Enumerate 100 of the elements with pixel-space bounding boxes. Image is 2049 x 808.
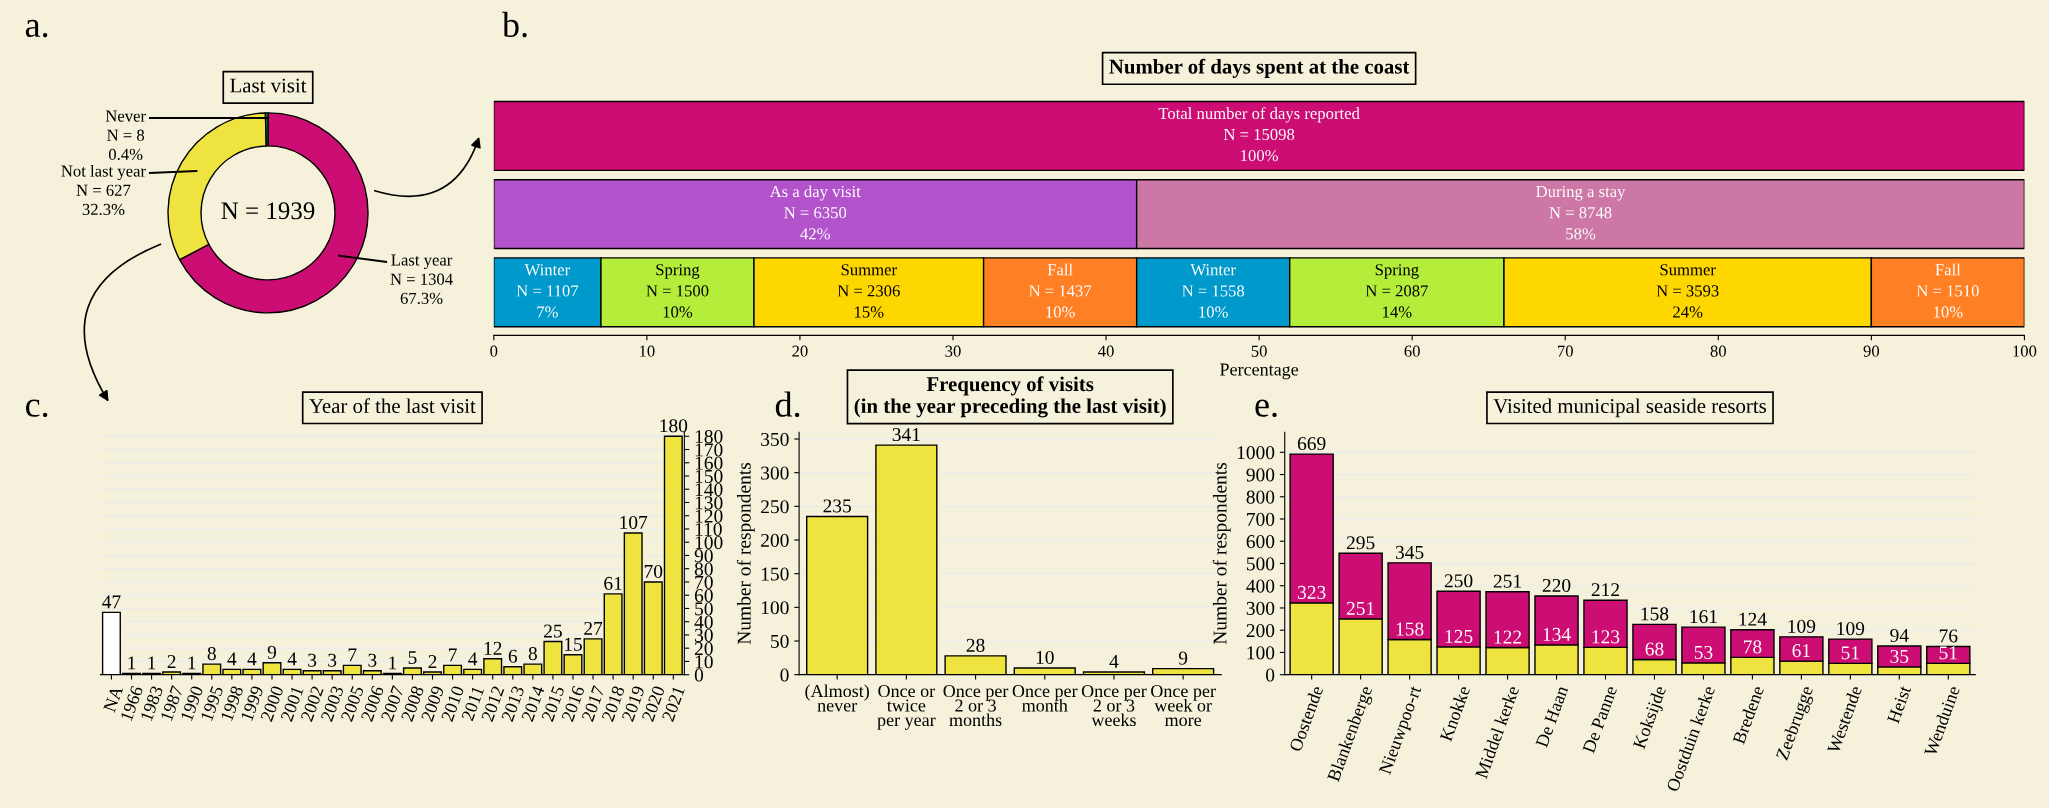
data-label: 4 — [227, 652, 237, 666]
data-label: 4 — [468, 652, 478, 666]
annotation: N = 1437 — [1029, 285, 1092, 297]
y2-tick-label: 170 — [695, 443, 723, 457]
x-tick-label: 60 — [1404, 345, 1420, 357]
data-label: 158 — [1641, 607, 1669, 621]
data-label: 251 — [1346, 601, 1375, 615]
x-tick-label: 80 — [1710, 345, 1726, 357]
y-tick-label: 50 — [771, 634, 789, 648]
data-label: 323 — [1298, 585, 1326, 599]
y-tick-label: 100 — [1247, 646, 1275, 660]
data-label: 1 — [148, 656, 156, 670]
data-label: 3 — [308, 653, 317, 667]
annotation: N = 3593 — [1656, 285, 1719, 297]
data-label: 220 — [1542, 578, 1571, 593]
data-label: 28 — [966, 638, 985, 652]
data-label: 94 — [1890, 628, 1909, 643]
data-label: 122 — [1494, 630, 1522, 644]
x-tick-label: 2000 — [260, 685, 284, 722]
x-tick-label: Once per month — [1012, 684, 1078, 712]
annotation: N = 1107 — [516, 285, 579, 297]
x-tick-label: Knokke — [1439, 684, 1471, 742]
x-tick-label: Once per week or more — [1151, 684, 1216, 727]
annotation: N = 8748 — [1549, 207, 1612, 219]
chart-title: Visited municipal seaside resorts — [1493, 398, 1767, 418]
y2-tick-label: 40 — [694, 615, 713, 629]
chart-title: Year of the last visit — [309, 398, 476, 414]
annotation: N = 15098 — [1223, 128, 1295, 141]
data-label: 10 — [1036, 650, 1054, 664]
data-label: 27 — [584, 621, 603, 635]
series-label: Total number of days reported — [1158, 107, 1360, 123]
y-axis-title: Number of respondents — [736, 462, 755, 645]
y-tick-label: 900 — [1246, 468, 1275, 482]
annotation: N = 1510 — [1916, 285, 1979, 297]
data-label: 42% — [800, 228, 830, 240]
x-tick-label: 40 — [1098, 345, 1114, 357]
chart-title: Number of days spent at the coast — [1109, 58, 1410, 78]
annotation: N = 2306 — [837, 285, 900, 297]
x-tick-label: 0 — [490, 345, 498, 357]
data-label: 123 — [1592, 630, 1620, 644]
data-label: 47 — [102, 595, 121, 609]
series-label: Winter — [524, 264, 571, 276]
data-label: 10% — [1046, 306, 1075, 318]
y2-tick-label: 50 — [695, 602, 713, 616]
y2-tick-label: 140 — [695, 483, 723, 497]
data-label: 3 — [368, 653, 377, 667]
y2-tick-label: 100 — [695, 536, 723, 550]
data-label: 25 — [544, 624, 562, 638]
data-label: 7 — [348, 648, 357, 662]
data-label: 10% — [1199, 306, 1228, 318]
data-label: 1 — [128, 656, 136, 670]
annotation: N = 1500 — [646, 285, 709, 297]
series-label: Spring — [656, 264, 700, 279]
x-tick-label: Heist — [1887, 684, 1912, 725]
y-tick-label: 600 — [1246, 535, 1275, 549]
y-tick-label: 500 — [1246, 557, 1275, 571]
x-tick-label: De Panne — [1582, 685, 1618, 754]
data-label: 124 — [1739, 612, 1767, 626]
data-label: 4 — [247, 652, 257, 666]
x-tick-label: 10 — [640, 345, 655, 357]
y-tick-label: 350 — [761, 432, 789, 446]
data-label: 2 — [167, 655, 176, 668]
data-label: 5 — [408, 651, 417, 665]
y2-tick-label: 120 — [695, 509, 723, 523]
data-label: 14% — [1383, 306, 1412, 318]
text: N = 1939 — [221, 202, 315, 220]
x-tick-label: Once or twice per year — [877, 684, 936, 730]
data-label: 109 — [1788, 619, 1816, 633]
data-label: 24% — [1673, 306, 1703, 318]
annotation: N = 2087 — [1365, 285, 1428, 297]
x-tick-label: 90 — [1863, 345, 1880, 357]
y2-tick-label: 150 — [695, 469, 723, 483]
data-label: 9 — [267, 645, 277, 659]
data-label: 51 — [1939, 646, 1957, 660]
data-label: N = 1304 67.3% — [390, 273, 453, 305]
chart-title: Last visit — [230, 78, 307, 93]
y2-tick-label: 30 — [695, 628, 713, 642]
y2-tick-label: 20 — [694, 642, 713, 656]
y-tick-label: 200 — [761, 533, 789, 547]
data-label: 251 — [1493, 574, 1521, 588]
data-label: 15% — [855, 306, 884, 318]
x-tick-label: Once per 2 or 3 weeks — [1081, 684, 1147, 727]
series-label: During a stay — [1536, 185, 1626, 201]
text: d. — [775, 391, 800, 418]
x-tick-label: 20 — [792, 345, 808, 357]
y2-tick-label: 130 — [695, 496, 723, 510]
data-label: 1 — [188, 656, 196, 670]
series-label: As a day visit — [769, 185, 861, 201]
data-label: 51 — [1841, 646, 1859, 660]
y-tick-label: 800 — [1246, 490, 1275, 504]
data-label: N = 627 32.3% — [76, 184, 131, 216]
x-tick-label: Middel kerke — [1474, 684, 1520, 780]
data-label: 68 — [1645, 642, 1664, 656]
data-label: 7 — [449, 648, 457, 662]
y-tick-label: 150 — [761, 567, 789, 581]
series-label: Summer — [841, 264, 897, 276]
data-label: 295 — [1346, 536, 1375, 550]
data-label: 53 — [1694, 645, 1713, 659]
data-label: 6 — [508, 649, 518, 663]
series-label: Fall — [1047, 263, 1073, 276]
